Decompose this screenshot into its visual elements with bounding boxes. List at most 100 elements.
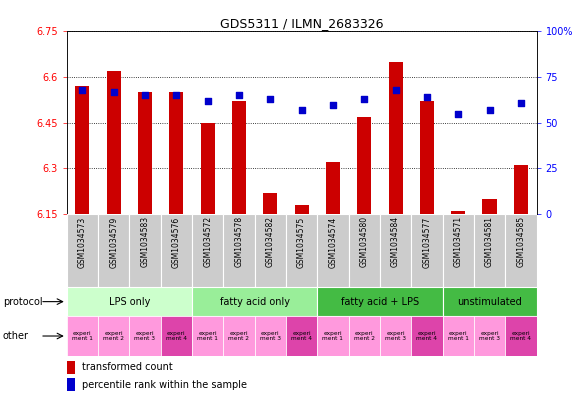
Text: GSM1034576: GSM1034576	[172, 217, 181, 268]
Bar	[192, 316, 223, 356]
Bar	[223, 214, 255, 287]
Bar	[192, 214, 223, 287]
Text: GSM1034583: GSM1034583	[140, 217, 150, 268]
Bar	[75, 86, 89, 214]
Bar	[295, 205, 309, 214]
Text: GSM1034582: GSM1034582	[266, 217, 275, 267]
Bar	[169, 92, 183, 214]
Bar	[380, 214, 411, 287]
Bar	[286, 316, 317, 356]
Bar	[67, 287, 192, 316]
Text: experi
ment 1: experi ment 1	[448, 331, 469, 342]
Bar	[443, 316, 474, 356]
Point	[78, 87, 87, 93]
Text: experi
ment 4: experi ment 4	[166, 331, 187, 342]
Text: percentile rank within the sample: percentile rank within the sample	[82, 380, 247, 390]
Bar	[451, 211, 465, 214]
Bar	[483, 199, 496, 214]
Bar	[263, 193, 277, 214]
Bar	[474, 214, 505, 287]
Bar	[67, 360, 75, 374]
Bar	[443, 214, 474, 287]
Text: GSM1034580: GSM1034580	[360, 217, 369, 268]
Text: fatty acid only: fatty acid only	[220, 297, 289, 307]
Text: LPS only: LPS only	[108, 297, 150, 307]
Text: GSM1034573: GSM1034573	[78, 217, 87, 268]
Bar	[286, 214, 317, 287]
Bar	[505, 316, 536, 356]
Bar	[380, 316, 411, 356]
Text: experi
ment 1: experi ment 1	[197, 331, 218, 342]
Bar	[201, 123, 215, 214]
Point	[516, 99, 525, 106]
Bar	[98, 316, 129, 356]
Text: GSM1034581: GSM1034581	[485, 217, 494, 267]
Bar	[138, 92, 152, 214]
Point	[485, 107, 494, 113]
Point	[203, 98, 212, 104]
Point	[234, 92, 244, 99]
Text: experi
ment 2: experi ment 2	[354, 331, 375, 342]
Text: GSM1034572: GSM1034572	[203, 217, 212, 268]
Text: GSM1034579: GSM1034579	[109, 217, 118, 268]
Bar	[349, 214, 380, 287]
Point	[391, 87, 400, 93]
Bar	[67, 214, 98, 287]
Text: experi
ment 3: experi ment 3	[479, 331, 500, 342]
Bar	[357, 117, 371, 214]
Bar	[443, 287, 536, 316]
Bar	[474, 316, 505, 356]
Bar	[161, 214, 192, 287]
Bar	[129, 316, 161, 356]
Bar	[326, 162, 340, 214]
Bar	[129, 214, 161, 287]
Bar	[192, 287, 317, 316]
Text: experi
ment 4: experi ment 4	[416, 331, 437, 342]
Bar	[411, 316, 443, 356]
Bar	[389, 62, 403, 214]
Text: experi
ment 2: experi ment 2	[103, 331, 124, 342]
Bar	[255, 214, 286, 287]
Point	[360, 96, 369, 102]
Text: transformed count: transformed count	[82, 362, 173, 372]
Text: GSM1034585: GSM1034585	[516, 217, 525, 268]
Text: experi
ment 3: experi ment 3	[135, 331, 155, 342]
Bar	[505, 214, 536, 287]
Point	[454, 110, 463, 117]
Text: experi
ment 1: experi ment 1	[72, 331, 93, 342]
Text: fatty acid + LPS: fatty acid + LPS	[341, 297, 419, 307]
Text: GSM1034575: GSM1034575	[297, 217, 306, 268]
Text: experi
ment 2: experi ment 2	[229, 331, 249, 342]
Text: experi
ment 1: experi ment 1	[322, 331, 343, 342]
Bar	[420, 101, 434, 214]
Bar	[67, 316, 98, 356]
Bar	[317, 214, 349, 287]
Bar	[317, 287, 443, 316]
Text: GSM1034577: GSM1034577	[422, 217, 432, 268]
Title: GDS5311 / ILMN_2683326: GDS5311 / ILMN_2683326	[220, 17, 383, 30]
Point	[266, 96, 275, 102]
Bar	[411, 214, 443, 287]
Bar	[232, 101, 246, 214]
Text: GSM1034578: GSM1034578	[234, 217, 244, 268]
Text: GSM1034571: GSM1034571	[454, 217, 463, 268]
Text: GSM1034574: GSM1034574	[328, 217, 338, 268]
Point	[140, 92, 150, 99]
Bar	[107, 71, 121, 214]
Bar	[161, 316, 192, 356]
Bar	[255, 316, 286, 356]
Text: experi
ment 4: experi ment 4	[291, 331, 312, 342]
Text: other: other	[3, 331, 29, 341]
Point	[297, 107, 306, 113]
Point	[109, 88, 118, 95]
Bar	[98, 214, 129, 287]
Bar	[223, 316, 255, 356]
Text: experi
ment 4: experi ment 4	[510, 331, 531, 342]
Point	[172, 92, 181, 99]
Bar	[67, 378, 75, 391]
Bar	[317, 316, 349, 356]
Point	[328, 101, 338, 108]
Text: GSM1034584: GSM1034584	[391, 217, 400, 268]
Text: protocol: protocol	[3, 297, 42, 307]
Text: experi
ment 3: experi ment 3	[385, 331, 406, 342]
